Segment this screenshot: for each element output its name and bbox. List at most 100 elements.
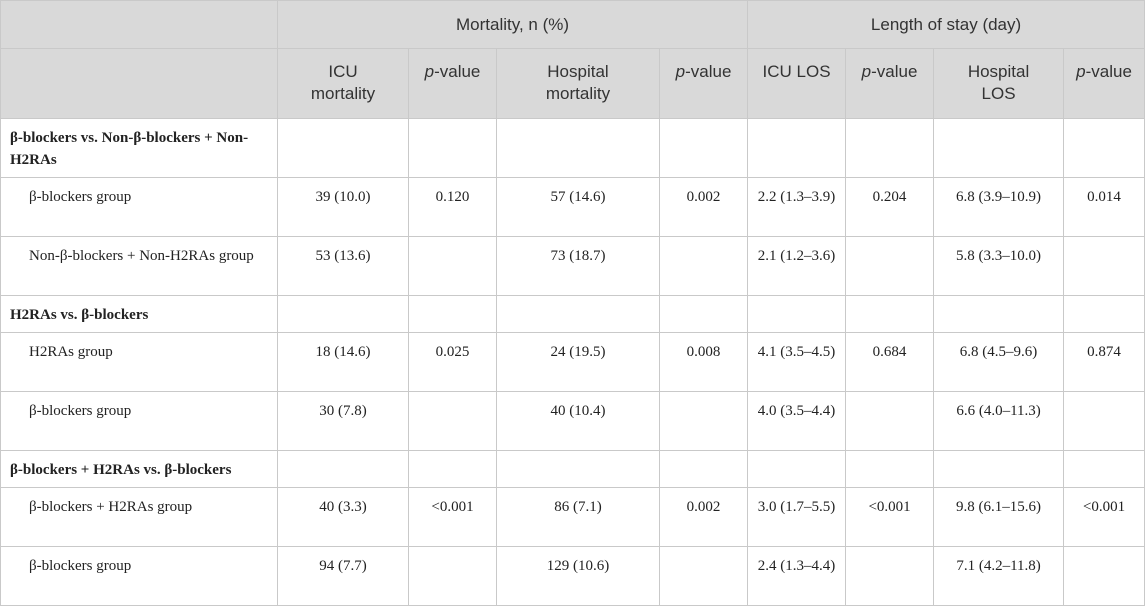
table-body: β-blockers vs. Non-β-blockers + Non-H2RA… [0, 118, 1145, 606]
empty-cell [1063, 450, 1145, 488]
p-value-cell [1063, 236, 1145, 296]
hospital-los-cell: 6.8 (3.9–10.9) [933, 177, 1065, 237]
header-mortality-group: Mortality, n (%) [276, 0, 749, 49]
icu-mortality-cell: 94 (7.7) [277, 546, 409, 606]
empty-cell [496, 450, 660, 488]
empty-cell [1063, 118, 1145, 178]
row-label: H2RAs group [0, 332, 278, 392]
empty-cell [408, 295, 497, 333]
empty-cell [933, 118, 1065, 178]
header-label-line: Hospital [967, 62, 1030, 81]
icu-los-cell: 2.1 (1.2–3.6) [747, 236, 847, 296]
header-column-row: ICU mortality p-value Hospital mortality p… [0, 48, 1145, 119]
p-value-cell: <0.001 [1063, 487, 1145, 547]
header-group-row: Mortality, n (%) Length of stay (day) [0, 0, 1145, 49]
table-row: Non-β-blockers + Non-H2RAs group 53 (13.… [0, 236, 1145, 296]
section-row: H2RAs vs. β-blockers [0, 295, 1145, 333]
row-label: β-blockers group [0, 391, 278, 451]
icu-mortality-cell: 53 (13.6) [277, 236, 409, 296]
header-p-italic: p [424, 62, 435, 81]
header-los-group: Length of stay (day) [747, 0, 1145, 49]
p-value-cell: 0.025 [408, 332, 497, 392]
header-label-line: mortality [545, 84, 611, 103]
empty-cell [845, 450, 935, 488]
section-row: β-blockers vs. Non-β-blockers + Non-H2RA… [0, 118, 1145, 178]
header-label-line: -value [871, 62, 918, 81]
header-p-italic: p [1076, 62, 1086, 81]
hospital-mortality-cell: 40 (10.4) [496, 391, 660, 451]
hospital-mortality-cell: 86 (7.1) [496, 487, 660, 547]
p-value-cell [408, 236, 497, 296]
table-row: β-blockers + H2RAs group 40 (3.3) <0.001… [0, 487, 1145, 547]
p-value-cell: 0.014 [1063, 177, 1145, 237]
empty-cell [277, 295, 409, 333]
table-row: β-blockers group 39 (10.0) 0.120 57 (14.… [0, 177, 1145, 237]
icu-los-cell: 2.4 (1.3–4.4) [747, 546, 847, 606]
row-label: β-blockers group [0, 546, 278, 606]
p-value-cell [845, 391, 935, 451]
empty-cell [845, 118, 935, 178]
p-value-cell: 0.002 [658, 177, 749, 237]
hospital-los-cell: 9.8 (6.1–15.6) [933, 487, 1065, 547]
empty-cell [408, 450, 497, 488]
header-hospital-mortality: Hospital mortality [496, 48, 660, 119]
table-row: β-blockers group 94 (7.7) 129 (10.6) 2.4… [0, 546, 1145, 606]
icu-mortality-cell: 18 (14.6) [277, 332, 409, 392]
header-label-line: LOS [981, 84, 1016, 103]
section-row: β-blockers + H2RAs vs. β-blockers [0, 450, 1145, 488]
header-label-line: -value [434, 62, 481, 81]
header-label-line: -value [685, 62, 732, 81]
p-value-cell [1063, 391, 1145, 451]
p-value-cell: 0.204 [845, 177, 935, 237]
empty-cell [658, 118, 749, 178]
p-value-cell [658, 236, 749, 296]
p-value-cell: <0.001 [408, 487, 497, 547]
p-value-cell [658, 391, 749, 451]
header-p-italic: p [861, 62, 872, 81]
p-value-cell: <0.001 [845, 487, 935, 547]
icu-los-cell: 4.0 (3.5–4.4) [747, 391, 847, 451]
header-icu-los: ICU LOS [747, 48, 847, 119]
p-value-cell: 0.684 [845, 332, 935, 392]
header-label-line: ICU [328, 62, 358, 81]
empty-cell [277, 450, 409, 488]
p-value-cell [658, 546, 749, 606]
row-label: β-blockers + H2RAs group [0, 487, 278, 547]
header-label-line: Hospital [547, 62, 609, 81]
empty-cell [658, 450, 749, 488]
header-label-line: ICU LOS [762, 62, 831, 81]
hospital-mortality-cell: 24 (19.5) [496, 332, 660, 392]
icu-los-cell: 3.0 (1.7–5.5) [747, 487, 847, 547]
icu-mortality-cell: 30 (7.8) [277, 391, 409, 451]
p-value-cell: 0.002 [658, 487, 749, 547]
p-value-cell [1063, 546, 1145, 606]
section-label: H2RAs vs. β-blockers [0, 295, 278, 333]
header-p-value: p-value [1063, 48, 1145, 119]
hospital-mortality-cell: 129 (10.6) [496, 546, 660, 606]
header-corner-cell [0, 0, 278, 49]
icu-mortality-cell: 39 (10.0) [277, 177, 409, 237]
p-value-cell [845, 546, 935, 606]
hospital-los-cell: 5.8 (3.3–10.0) [933, 236, 1065, 296]
hospital-los-cell: 6.6 (4.0–11.3) [933, 391, 1065, 451]
icu-mortality-cell: 40 (3.3) [277, 487, 409, 547]
empty-cell [933, 450, 1065, 488]
hospital-los-cell: 6.8 (4.5–9.6) [933, 332, 1065, 392]
empty-cell [277, 118, 409, 178]
header-corner-cell [0, 48, 278, 119]
empty-cell [845, 295, 935, 333]
empty-cell [658, 295, 749, 333]
p-value-cell [845, 236, 935, 296]
header-p-value: p-value [658, 48, 749, 119]
header-p-italic: p [675, 62, 686, 81]
row-label: β-blockers group [0, 177, 278, 237]
header-label-line: -value [1085, 62, 1132, 81]
empty-cell [933, 295, 1065, 333]
table-row: β-blockers group 30 (7.8) 40 (10.4) 4.0 … [0, 391, 1145, 451]
table-header: Mortality, n (%) Length of stay (day) IC… [0, 0, 1145, 119]
section-label: β-blockers vs. Non-β-blockers + Non-H2RA… [0, 118, 278, 178]
p-value-cell: 0.120 [408, 177, 497, 237]
icu-los-cell: 4.1 (3.5–4.5) [747, 332, 847, 392]
table-row: H2RAs group 18 (14.6) 0.025 24 (19.5) 0.… [0, 332, 1145, 392]
p-value-cell [408, 391, 497, 451]
